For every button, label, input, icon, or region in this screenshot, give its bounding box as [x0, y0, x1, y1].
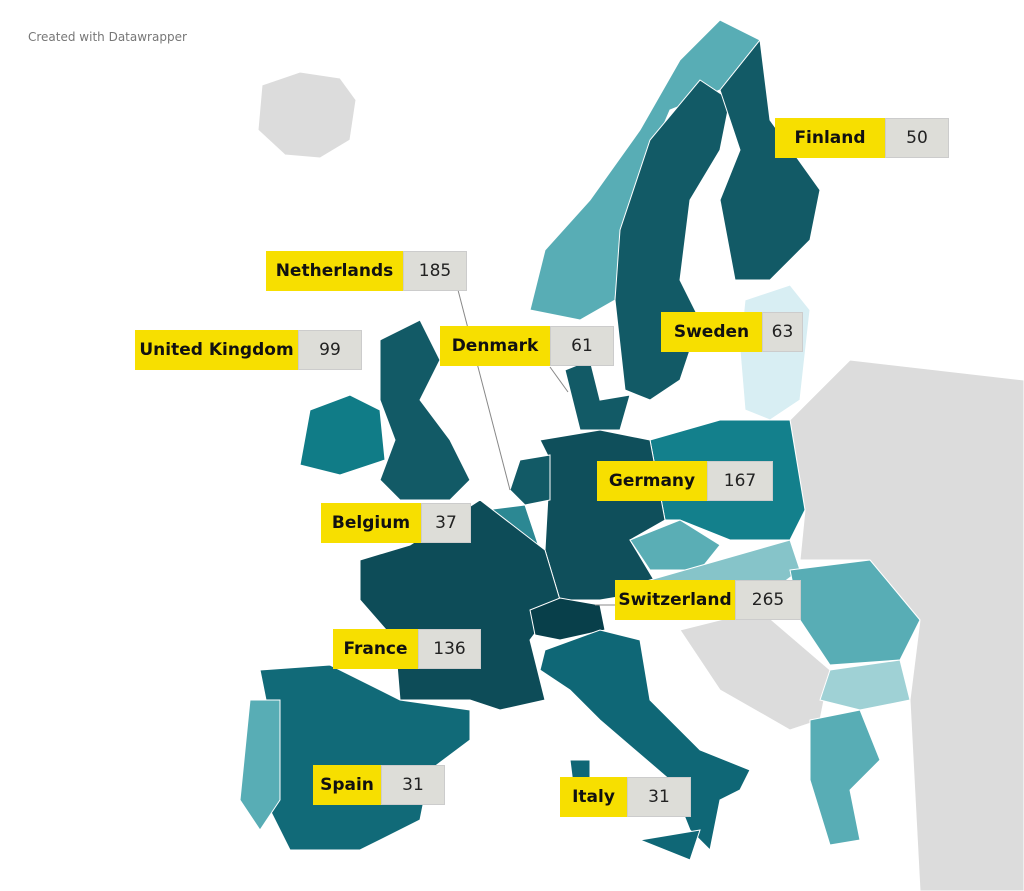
iceland	[258, 72, 356, 158]
credit: Created with Datawrapper	[28, 30, 187, 44]
country-label: Spain31	[313, 765, 445, 805]
country-value: 31	[627, 777, 691, 817]
country-label: Belgium37	[321, 503, 471, 543]
sicily	[640, 830, 700, 860]
country-value: 50	[885, 118, 949, 158]
netherlands	[510, 455, 550, 505]
leader-line	[458, 290, 510, 490]
page: Created with Datawrapper Finland50 Nether…	[0, 0, 1024, 891]
country-value: 61	[550, 326, 614, 366]
country-label: Denmark61	[440, 326, 614, 366]
country-value: 136	[418, 629, 481, 669]
country-label: United Kingdom99	[135, 330, 362, 370]
country-label: Switzerland265	[615, 580, 801, 620]
country-name: Sweden	[661, 312, 762, 352]
country-value: 63	[762, 312, 803, 352]
country-name: France	[333, 629, 418, 669]
country-label: Finland50	[775, 118, 949, 158]
country-name: Finland	[775, 118, 885, 158]
country-label: France136	[333, 629, 481, 669]
country-name: Denmark	[440, 326, 550, 366]
country-name: Italy	[560, 777, 627, 817]
greece	[810, 710, 880, 845]
finland	[720, 40, 820, 280]
country-name: United Kingdom	[135, 330, 298, 370]
country-label: Italy31	[560, 777, 691, 817]
ireland	[300, 395, 385, 475]
country-value: 31	[381, 765, 445, 805]
country-label: Germany167	[597, 461, 773, 501]
country-label: Sweden63	[661, 312, 803, 352]
denmark	[565, 360, 630, 430]
country-label: Netherlands185	[266, 251, 467, 291]
country-name: Germany	[597, 461, 707, 501]
country-name: Switzerland	[615, 580, 735, 620]
germany	[540, 430, 665, 600]
country-value: 185	[403, 251, 467, 291]
country-value: 167	[707, 461, 773, 501]
country-value: 99	[298, 330, 362, 370]
country-name: Netherlands	[266, 251, 403, 291]
country-value: 37	[421, 503, 471, 543]
sweden	[615, 80, 730, 400]
country-value: 265	[735, 580, 801, 620]
country-name: Belgium	[321, 503, 421, 543]
bulgaria	[820, 660, 910, 710]
country-name: Spain	[313, 765, 381, 805]
baltics	[740, 285, 810, 420]
